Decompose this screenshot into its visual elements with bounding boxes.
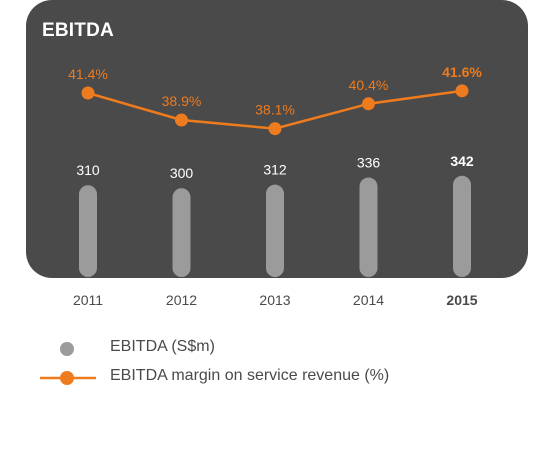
margin-label-2011: 41.4% (68, 66, 108, 82)
bar-value-label-2012: 300 (170, 165, 194, 181)
bar-2013 (266, 184, 284, 277)
margin-point-2015 (455, 84, 469, 98)
margin-point-2011 (81, 86, 95, 100)
margin-label-2015: 41.6% (442, 64, 482, 80)
bar-value-label-2014: 336 (357, 155, 381, 171)
legend-bar-swatch-icon (60, 342, 74, 356)
bar-value-label-2015: 342 (450, 153, 474, 169)
bar-value-label-2011: 310 (76, 162, 100, 178)
x-tick-label-2015: 2015 (446, 292, 477, 308)
bar-2015 (453, 175, 471, 277)
margin-point-2012 (175, 113, 188, 127)
margin-label-2014: 40.4% (349, 77, 389, 93)
x-tick-label-2011: 2011 (73, 292, 103, 308)
margin-label-2012: 38.9% (162, 93, 202, 109)
bar-value-label-2013: 312 (263, 162, 287, 178)
legend-label-margin: EBITDA margin on service revenue (%) (110, 367, 390, 384)
bar-2011 (79, 185, 97, 277)
legend-label-ebitda: EBITDA (S$m) (110, 338, 215, 355)
x-tick-label-2012: 2012 (166, 292, 197, 308)
margin-point-2013 (268, 122, 282, 136)
legend-item-ebitda: EBITDA (S$m) (0, 337, 555, 361)
bar-2012 (172, 188, 191, 277)
line-layer: 41.4% 38.9% 38.1% 40.4% 41.6% (68, 64, 482, 136)
margin-label-2013: 38.1% (255, 102, 295, 118)
chart-title: EBITDA (42, 20, 114, 41)
legend-bar-swatch (60, 342, 74, 356)
legend-line-swatch-icon (40, 371, 96, 385)
x-tick-label-2014: 2014 (353, 292, 384, 308)
bar-2014 (359, 177, 378, 277)
x-axis: 2011 2012 2013 2014 2015 (73, 292, 478, 308)
legend-line-marker (60, 371, 74, 385)
legend-item-margin: EBITDA margin on service revenue (%) (0, 366, 555, 390)
bars-layer: 310 300 312 336 342 (76, 153, 474, 277)
margin-point-2014 (362, 97, 375, 111)
x-tick-label-2013: 2013 (259, 292, 290, 308)
